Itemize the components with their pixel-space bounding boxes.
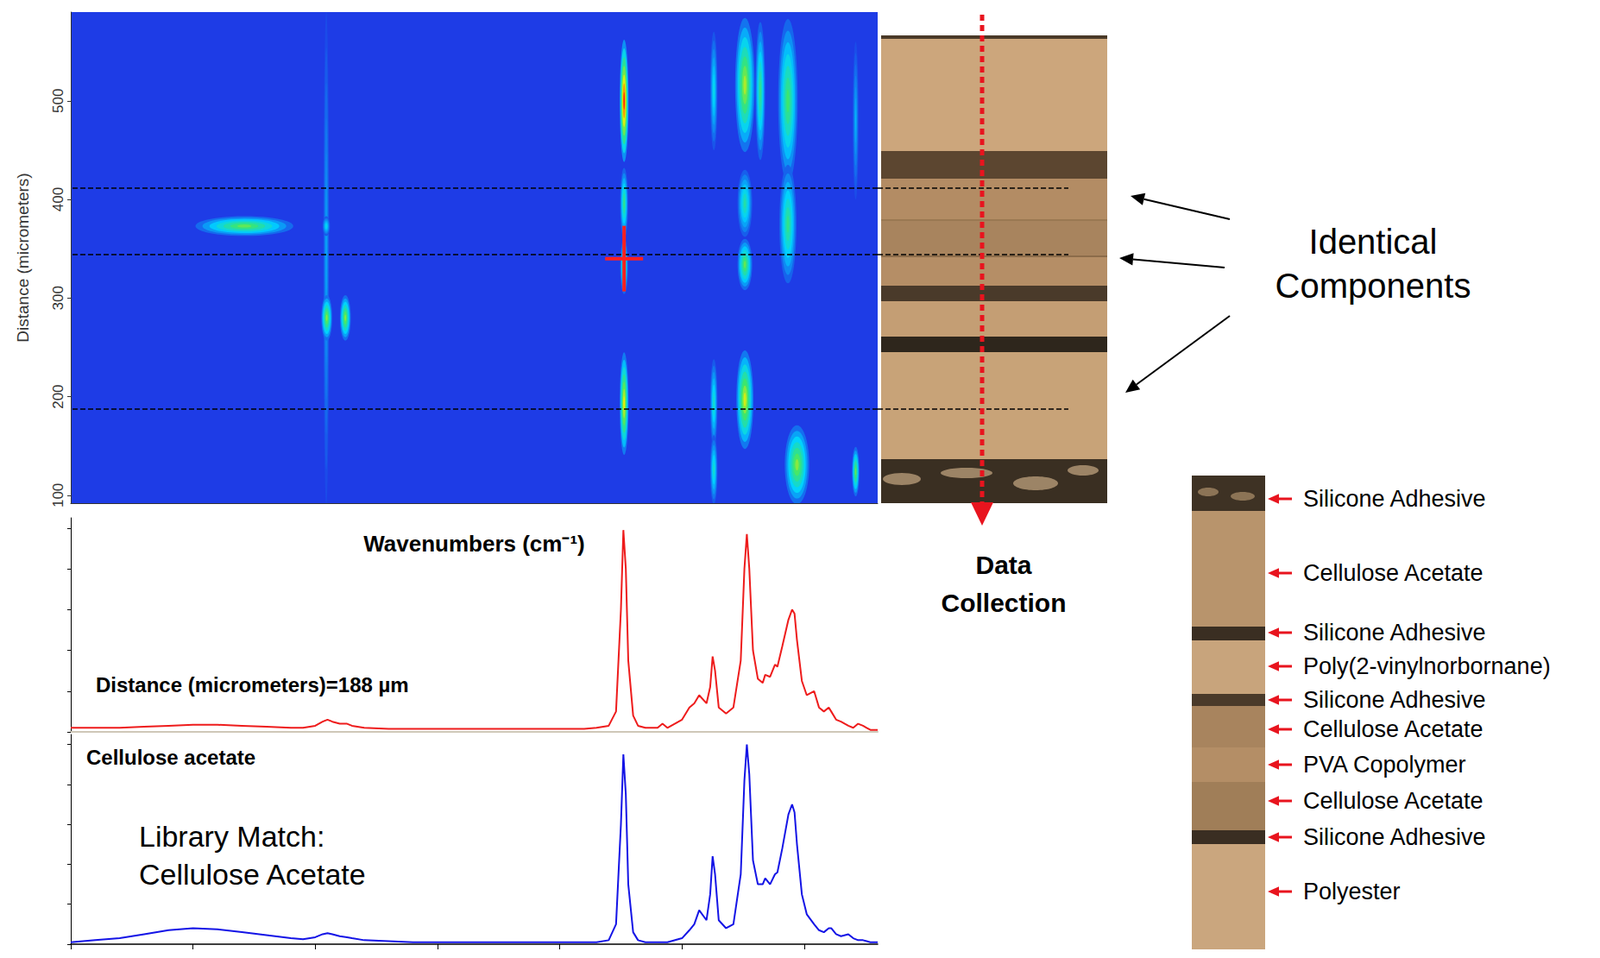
svg-text:Data: Data [975,550,1032,580]
svg-text:Cellulose acetate: Cellulose acetate [86,745,256,769]
svg-text:100: 100 [50,483,67,508]
svg-text:500: 500 [50,88,67,114]
svg-text:Wavenumbers (cm⁻¹): Wavenumbers (cm⁻¹) [363,530,586,557]
svg-text:Collection: Collection [940,588,1066,618]
svg-text:400: 400 [50,187,67,212]
svg-text:Poly(2-vinylnorbornane): Poly(2-vinylnorbornane) [1303,653,1551,680]
svg-text:Cellulose Acetate: Cellulose Acetate [138,857,366,891]
svg-text:Distance (micrometers)=188 µm: Distance (micrometers)=188 µm [95,673,410,697]
svg-text:Library Match:: Library Match: [138,819,325,853]
svg-text:Silicone Adhesive: Silicone Adhesive [1303,619,1487,646]
svg-text:Silicone Adhesive: Silicone Adhesive [1303,824,1487,851]
svg-text:Silicone Adhesive: Silicone Adhesive [1303,686,1487,713]
svg-text:Cellulose Acetate: Cellulose Acetate [1303,787,1484,814]
svg-text:Components: Components [1275,266,1472,305]
svg-text:Silicone Adhesive: Silicone Adhesive [1303,485,1487,512]
svg-text:200: 200 [50,384,67,409]
svg-text:PVA Copolymer: PVA Copolymer [1303,751,1467,778]
svg-text:Distance (micrometers): Distance (micrometers) [13,172,32,342]
svg-text:300: 300 [50,285,67,310]
svg-text:Cellulose Acetate: Cellulose Acetate [1303,560,1484,586]
svg-text:Cellulose Acetate: Cellulose Acetate [1303,716,1484,743]
svg-text:Identical: Identical [1309,222,1438,261]
svg-text:Polyester: Polyester [1303,878,1401,905]
